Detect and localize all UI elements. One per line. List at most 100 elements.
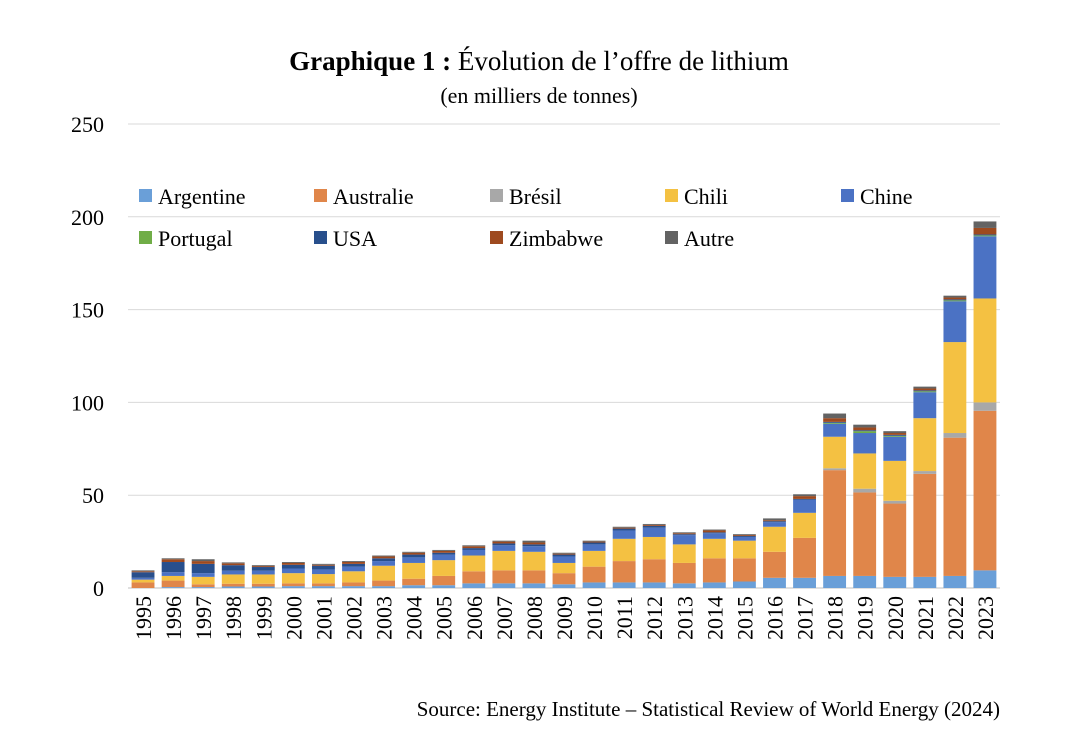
legend-label: USA: [333, 226, 377, 251]
bar-segment-chine-2020: [883, 436, 907, 461]
x-tick-label: 2006: [462, 596, 487, 640]
x-tick-label: 2004: [402, 596, 427, 640]
bar-segment-australie-2001: [312, 583, 335, 587]
bar-segment-autre-2020: [883, 431, 907, 434]
bar-stack-1998: [221, 562, 245, 588]
legend-item-chine: Chine: [841, 184, 913, 209]
bar-stack-1997: [191, 559, 215, 588]
bar-segment-australie-2018: [823, 470, 847, 576]
bar-segment-chili-2020: [883, 460, 907, 501]
bar-segment-chili-2016: [763, 526, 786, 552]
bar-segment-usa-1995: [131, 572, 155, 578]
legend-item-usa: USA: [314, 226, 377, 251]
bar-segment-chili-2006: [462, 555, 486, 572]
bar-segment-usa-2016: [763, 521, 786, 523]
legend-item-autre: Autre: [665, 226, 734, 251]
bar-stack-2021: [913, 386, 937, 588]
legend-label: Chine: [860, 184, 913, 209]
bar-segment-autre-2015: [732, 534, 756, 536]
bar-stack-2001: [312, 563, 335, 588]
bar-segment-zimbabwe-2020: [883, 433, 907, 435]
bar-segment-australie-2006: [462, 571, 486, 584]
bar-segment-zimbabwe-2007: [492, 541, 516, 544]
bar-segment-usa-2020: [883, 434, 907, 436]
bar-segment-argentine-2017: [793, 577, 816, 588]
bar-segment-australie-2005: [432, 575, 456, 586]
x-tick-label: 1997: [191, 596, 216, 640]
bar-segment-argentine-2012: [642, 582, 666, 588]
bar-segment-chili-2002: [342, 571, 365, 583]
x-tick-label: 1996: [161, 596, 186, 640]
x-tick-label: 2017: [793, 596, 818, 640]
legend-item-zimbabwe: Zimbabwe: [490, 226, 603, 251]
legend-label: Autre: [684, 226, 734, 251]
x-tick-label: 2019: [853, 596, 878, 640]
bar-segment-argentine-2011: [612, 582, 636, 588]
bar-segment-australie-2019: [853, 492, 877, 576]
bar-segment-autre-2018: [823, 413, 847, 419]
chart-source: Source: Energy Institute – Statistical R…: [417, 697, 1000, 721]
bar-segment-zimbabwe-2021: [913, 388, 937, 391]
x-tick-label: 1998: [221, 596, 246, 640]
bar-segment-zimbabwe-2005: [432, 550, 456, 553]
bar-segment-brésil-2019: [853, 488, 877, 493]
bar-segment-zimbabwe-1999: [251, 566, 275, 568]
bar-segment-australie-2002: [342, 582, 365, 587]
bar-segment-chili-2010: [582, 550, 606, 567]
bar-segment-autre-2011: [612, 526, 636, 528]
bar-segment-australie-1999: [251, 583, 275, 587]
bar-segment-zimbabwe-2012: [642, 524, 666, 526]
bar-segment-zimbabwe-1997: [191, 561, 215, 564]
bar-segment-chine-2010: [582, 544, 606, 551]
bar-segment-chine-1997: [191, 573, 215, 577]
bar-segment-chili-2005: [432, 560, 456, 576]
bar-segment-usa-2008: [522, 544, 546, 547]
legend-label: Brésil: [509, 184, 562, 209]
bar-segment-argentine-1998: [221, 586, 245, 588]
bar-stack-2007: [492, 540, 516, 588]
bar-segment-argentine-2010: [582, 582, 606, 588]
bar-segment-brésil-2018: [823, 468, 847, 471]
bar-segment-australie-2017: [793, 537, 816, 578]
y-tick-label: 250: [71, 112, 104, 137]
bar-segment-chine-2012: [642, 527, 666, 537]
chart-title: Graphique 1 : Évolution de l’offre de li…: [289, 46, 789, 76]
bar-segment-argentine-2008: [522, 583, 546, 588]
bar-segment-zimbabwe-2017: [793, 496, 816, 499]
legend-item-chili: Chili: [665, 184, 728, 209]
bar-segment-australie-2010: [582, 566, 606, 583]
x-tick-label: 2007: [492, 596, 517, 640]
bar-segment-australie-2004: [402, 578, 426, 586]
bar-segment-argentine-2023: [973, 570, 997, 588]
x-tick-label: 2009: [552, 596, 577, 640]
bar-segment-chili-2023: [973, 298, 997, 403]
bar-segment-chili-2022: [943, 342, 967, 434]
bar-segment-chili-2012: [642, 536, 666, 560]
bar-segment-autre-2006: [462, 545, 486, 547]
bar-segment-argentine-2009: [552, 584, 576, 588]
bar-segment-argentine-2004: [402, 585, 426, 588]
y-tick-label: 0: [93, 576, 104, 601]
bar-segment-australie-2011: [612, 561, 636, 583]
chart-subtitle: (en milliers de tonnes): [440, 83, 637, 108]
bar-segment-usa-2022: [943, 299, 967, 301]
bar-segment-chine-2002: [342, 566, 365, 572]
legend-swatch: [841, 189, 854, 202]
x-tick-label: 2014: [702, 596, 727, 640]
x-tick-label: 2013: [672, 596, 697, 640]
bar-segment-usa-2000: [281, 564, 305, 569]
bar-segment-chili-2017: [793, 512, 816, 538]
legend-item-brésil: Brésil: [490, 184, 562, 209]
bar-segment-autre-2019: [853, 424, 877, 428]
bar-segment-usa-2009: [552, 554, 576, 557]
bar-segment-chili-1998: [221, 574, 245, 584]
bar-segment-chili-2008: [522, 551, 546, 571]
bar-segment-portugal-2023: [973, 235, 997, 237]
bar-segment-usa-1997: [191, 563, 215, 574]
legend-label: Zimbabwe: [509, 226, 603, 251]
bar-segment-usa-1996: [161, 562, 185, 573]
bar-segment-argentine-1996: [161, 587, 185, 588]
bar-segment-zimbabwe-2014: [702, 530, 726, 533]
bar-segment-australie-1996: [161, 580, 185, 588]
bar-segment-argentine-2013: [672, 583, 696, 588]
